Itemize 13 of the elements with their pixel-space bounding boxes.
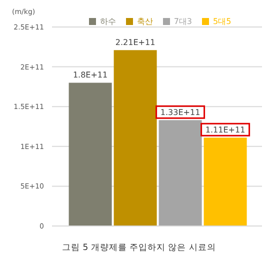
data-label: 1.11E+11 [205,126,246,135]
bar [68,82,112,226]
legend-label: 하수 [100,17,116,26]
legend-label: 5대5 [213,17,232,26]
bar [114,50,157,226]
caption: 그림 5 개량제를 주입하지 않은 시료의 [61,242,217,254]
legend-label: 7대3 [174,17,192,26]
bar [204,138,247,226]
data-label: 1.8E+11 [72,70,108,80]
data-label: 2.21E+11 [115,38,156,48]
data-label: 1.33E+11 [160,108,200,118]
bar [158,120,202,226]
legend-label: 축산 [136,17,153,26]
